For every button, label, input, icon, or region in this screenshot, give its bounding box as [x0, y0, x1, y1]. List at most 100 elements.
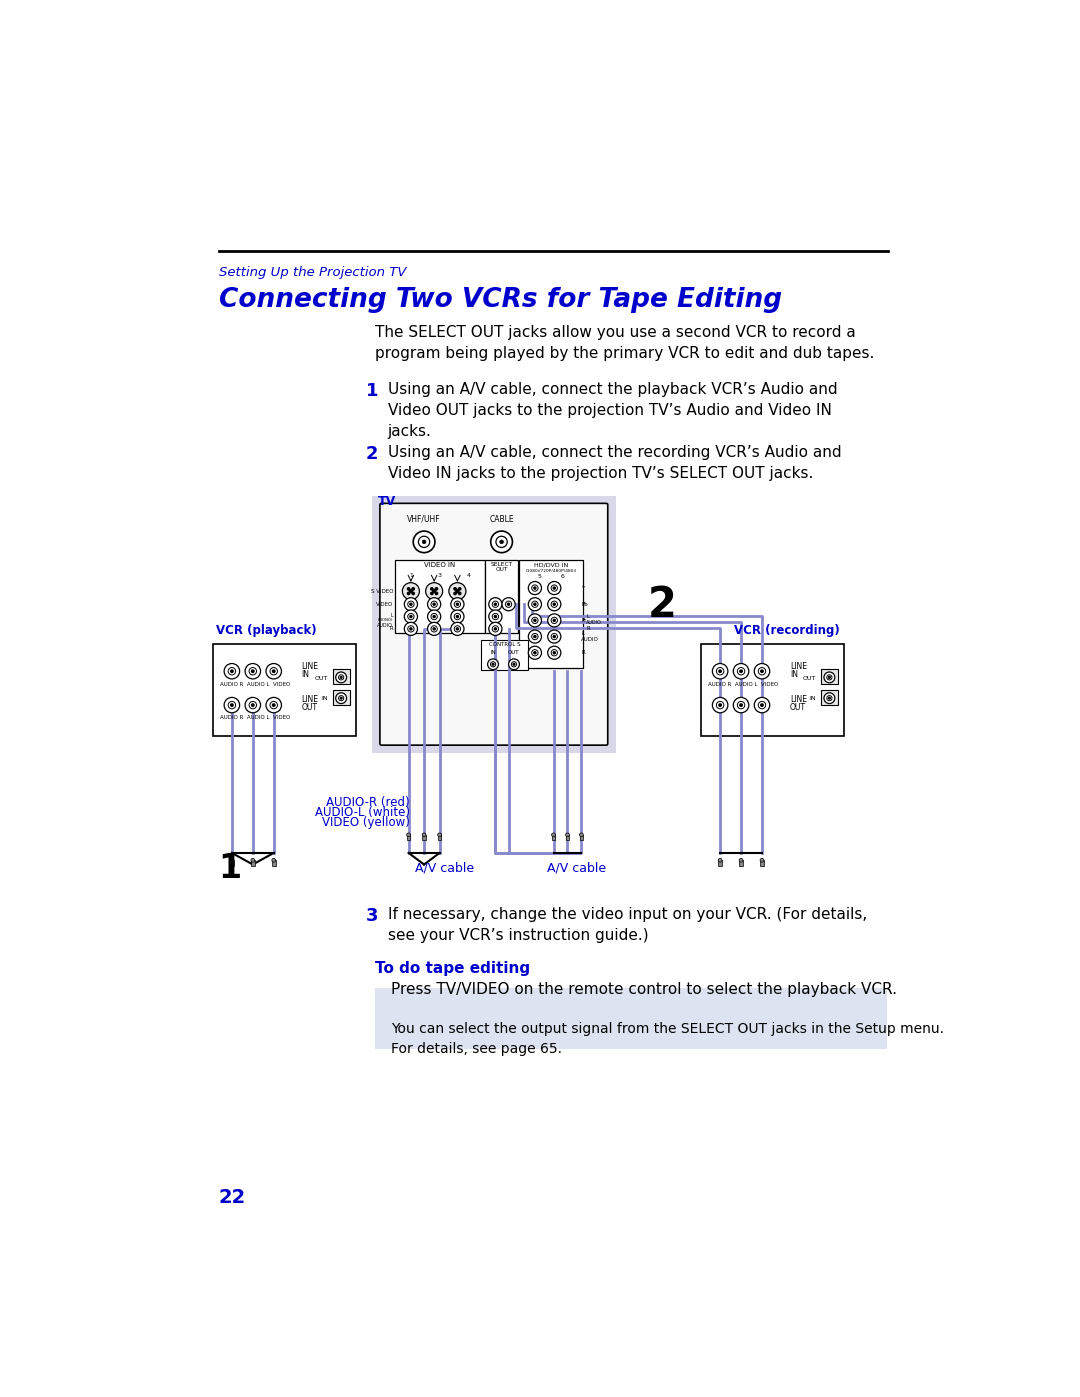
Text: LINE: LINE — [789, 662, 807, 671]
Circle shape — [459, 592, 461, 595]
Circle shape — [488, 659, 499, 669]
Bar — [552, 835, 555, 840]
Circle shape — [249, 668, 257, 675]
Bar — [760, 861, 764, 866]
Circle shape — [426, 583, 443, 599]
Circle shape — [231, 704, 233, 707]
Circle shape — [433, 616, 435, 617]
Circle shape — [496, 536, 508, 548]
Text: Press TV/VIDEO on the remote control to select the playback VCR.: Press TV/VIDEO on the remote control to … — [391, 982, 896, 997]
Text: The SELECT OUT jacks allow you use a second VCR to record a
program being played: The SELECT OUT jacks allow you use a sec… — [375, 326, 875, 362]
Text: IN: IN — [301, 669, 310, 679]
Bar — [821, 669, 838, 685]
Circle shape — [827, 696, 832, 701]
Circle shape — [824, 672, 835, 683]
Text: VHF/UHF: VHF/UHF — [407, 515, 441, 524]
Text: 2: 2 — [648, 584, 676, 626]
Circle shape — [528, 581, 541, 595]
Circle shape — [457, 627, 458, 630]
Circle shape — [408, 601, 414, 608]
Circle shape — [457, 604, 458, 605]
Text: IN: IN — [490, 650, 496, 655]
Text: AUDIO: AUDIO — [377, 623, 393, 627]
Circle shape — [338, 675, 343, 680]
Circle shape — [414, 531, 435, 553]
Circle shape — [531, 650, 538, 655]
Circle shape — [534, 604, 536, 605]
Circle shape — [490, 531, 512, 553]
Circle shape — [824, 693, 835, 704]
Circle shape — [718, 858, 723, 862]
Text: To do tape editing: To do tape editing — [375, 961, 530, 975]
Circle shape — [435, 592, 437, 595]
Bar — [251, 861, 255, 866]
Text: If necessary, change the video input on your VCR. (For details,
see your VCR’s i: If necessary, change the video input on … — [388, 907, 867, 943]
Bar — [580, 835, 583, 840]
Text: LINE: LINE — [301, 662, 319, 671]
Circle shape — [228, 668, 235, 675]
Text: OUT: OUT — [789, 703, 806, 712]
Circle shape — [266, 664, 282, 679]
Circle shape — [407, 588, 409, 590]
Circle shape — [534, 587, 536, 590]
Circle shape — [270, 701, 278, 708]
Circle shape — [230, 858, 233, 862]
Circle shape — [548, 647, 561, 659]
Circle shape — [459, 588, 461, 590]
Circle shape — [431, 613, 437, 620]
Circle shape — [270, 668, 278, 675]
Text: 6: 6 — [561, 574, 565, 578]
Circle shape — [553, 587, 555, 590]
Text: IN: IN — [322, 696, 328, 701]
Circle shape — [548, 630, 561, 643]
Circle shape — [531, 585, 538, 591]
Circle shape — [713, 664, 728, 679]
Bar — [333, 690, 350, 705]
Circle shape — [534, 636, 536, 637]
Circle shape — [251, 858, 255, 862]
Circle shape — [548, 613, 561, 627]
FancyBboxPatch shape — [380, 503, 608, 745]
Text: IN: IN — [789, 669, 798, 679]
Circle shape — [738, 668, 745, 675]
Circle shape — [450, 598, 464, 610]
FancyBboxPatch shape — [375, 988, 887, 1049]
Text: 1: 1 — [218, 852, 241, 884]
Text: VCR (recording): VCR (recording) — [734, 624, 840, 637]
Text: A/V cable: A/V cable — [548, 862, 606, 875]
Text: OUT: OUT — [301, 703, 318, 712]
Circle shape — [336, 672, 347, 683]
Text: You can select the output signal from the SELECT OUT jacks in the Setup menu.
Fo: You can select the output signal from th… — [391, 1023, 944, 1056]
Circle shape — [531, 601, 538, 608]
Circle shape — [428, 610, 441, 623]
Circle shape — [548, 598, 561, 610]
Text: L: L — [390, 612, 393, 617]
Circle shape — [413, 592, 415, 595]
Circle shape — [534, 651, 536, 654]
Circle shape — [733, 664, 748, 679]
Circle shape — [433, 604, 435, 605]
Text: Using an A/V cable, connect the playback VCR’s Audio and
Video OUT jacks to the : Using an A/V cable, connect the playback… — [388, 381, 837, 439]
Text: 3: 3 — [366, 907, 378, 925]
Circle shape — [449, 583, 465, 599]
Text: 3: 3 — [438, 573, 442, 578]
Circle shape — [760, 671, 764, 672]
Circle shape — [492, 601, 499, 608]
Circle shape — [548, 581, 561, 595]
Bar — [739, 861, 743, 866]
Circle shape — [551, 633, 557, 640]
Circle shape — [450, 622, 464, 636]
Text: 1: 1 — [366, 381, 378, 400]
Text: Pb: Pb — [581, 602, 589, 606]
Circle shape — [551, 617, 557, 623]
Bar — [407, 835, 410, 840]
Circle shape — [422, 541, 426, 543]
Circle shape — [433, 590, 435, 592]
Circle shape — [534, 619, 536, 622]
Circle shape — [713, 697, 728, 712]
Circle shape — [553, 636, 555, 637]
Circle shape — [409, 616, 411, 617]
Circle shape — [340, 676, 342, 678]
Text: S VIDEO: S VIDEO — [370, 588, 393, 594]
Circle shape — [552, 833, 555, 837]
